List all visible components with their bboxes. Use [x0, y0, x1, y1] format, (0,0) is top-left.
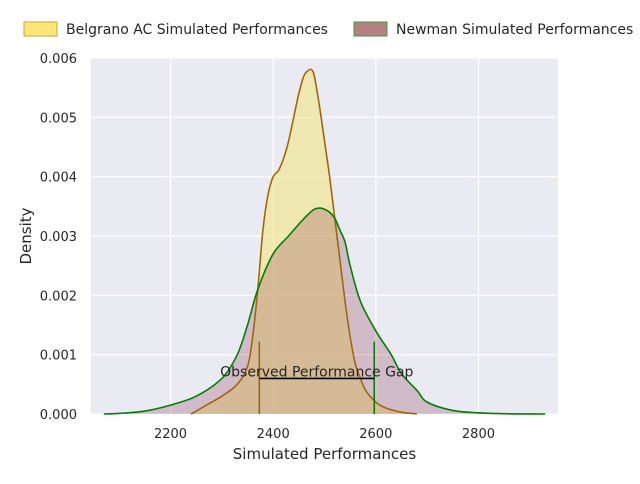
density-line-newman [103, 207, 546, 415]
y-tick-label-6: 0.006 [40, 52, 77, 67]
x-axis-label: Simulated Performances [233, 445, 417, 463]
x-tick-label-3: 2800 [462, 427, 495, 442]
y-tick-label-4: 0.004 [40, 171, 77, 186]
density-line-belgrano [190, 68, 417, 415]
density-fill-newman [103, 208, 546, 414]
density-areas [103, 68, 546, 415]
legend-swatch-belgrano [23, 21, 58, 37]
y-tick-label-0: 0.000 [40, 408, 77, 423]
y-tick-label-3: 0.003 [40, 230, 77, 245]
legend: Belgrano AC Simulated Performances Newma… [23, 21, 633, 38]
y-axis-label: Density [17, 207, 35, 264]
legend-item-belgrano: Belgrano AC Simulated Performances [23, 21, 328, 38]
y-tick-label-5: 0.005 [40, 111, 77, 126]
density-fill-belgrano [191, 69, 417, 414]
legend-swatch-newman [353, 21, 388, 37]
legend-label-belgrano: Belgrano AC Simulated Performances [66, 22, 328, 38]
x-axis-ticks: 2200 2400 2600 2800 [154, 427, 495, 442]
x-tick-label-1: 2400 [257, 427, 290, 442]
x-tick-label-2: 2600 [359, 427, 392, 442]
performance-gap-annotation: Observed Performance Gap [220, 341, 414, 414]
x-tick-label-0: 2200 [154, 427, 187, 442]
legend-label-newman: Newman Simulated Performances [396, 22, 633, 38]
y-axis-ticks: 0.000 0.001 0.002 0.003 0.004 0.005 0.006 [40, 52, 77, 423]
y-tick-label-2: 0.002 [40, 289, 77, 304]
y-tick-label-1: 0.001 [40, 349, 77, 364]
gap-label: Observed Performance Gap [220, 364, 413, 380]
legend-item-newman: Newman Simulated Performances [353, 21, 633, 38]
